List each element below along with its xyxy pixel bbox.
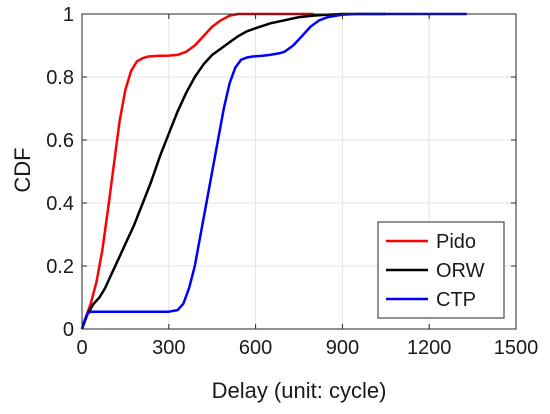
grid [81,13,517,330]
legend: Pido ORW CTP [377,221,505,319]
y-tick-label: 0.8 [46,67,74,89]
series-line-orw [80,12,386,330]
x-tick-label: 1500 [494,337,539,359]
x-axis-title: Delay (unit: cycle) [212,378,387,403]
y-tick-label: 0 [63,319,74,341]
plot-frame [81,13,517,330]
x-tick-label: 600 [239,337,272,359]
legend-label-pido: Pido [436,231,476,253]
y-tick-label: 0.2 [46,256,74,278]
y-tick-label: 0.6 [46,130,74,152]
legend-label-orw: ORW [436,260,485,282]
axes [81,13,517,330]
series-line-pido [80,12,314,330]
x-tick-label: 300 [152,337,185,359]
x-tick-label: 1200 [407,337,452,359]
series-line-ctp [80,12,467,330]
tick-labels: 0 300 600 900 1200 1500 0 0.2 0.4 0.6 0.8 1 [46,4,538,359]
y-tick-label: 0.4 [46,193,74,215]
x-tick-label: 900 [326,337,359,359]
legend-label-ctp: CTP [436,289,476,311]
y-tick-label: 1 [63,4,74,26]
y-axis-title: CDF [10,147,35,192]
x-tick-label: 0 [76,337,87,359]
series-lines [80,12,467,330]
